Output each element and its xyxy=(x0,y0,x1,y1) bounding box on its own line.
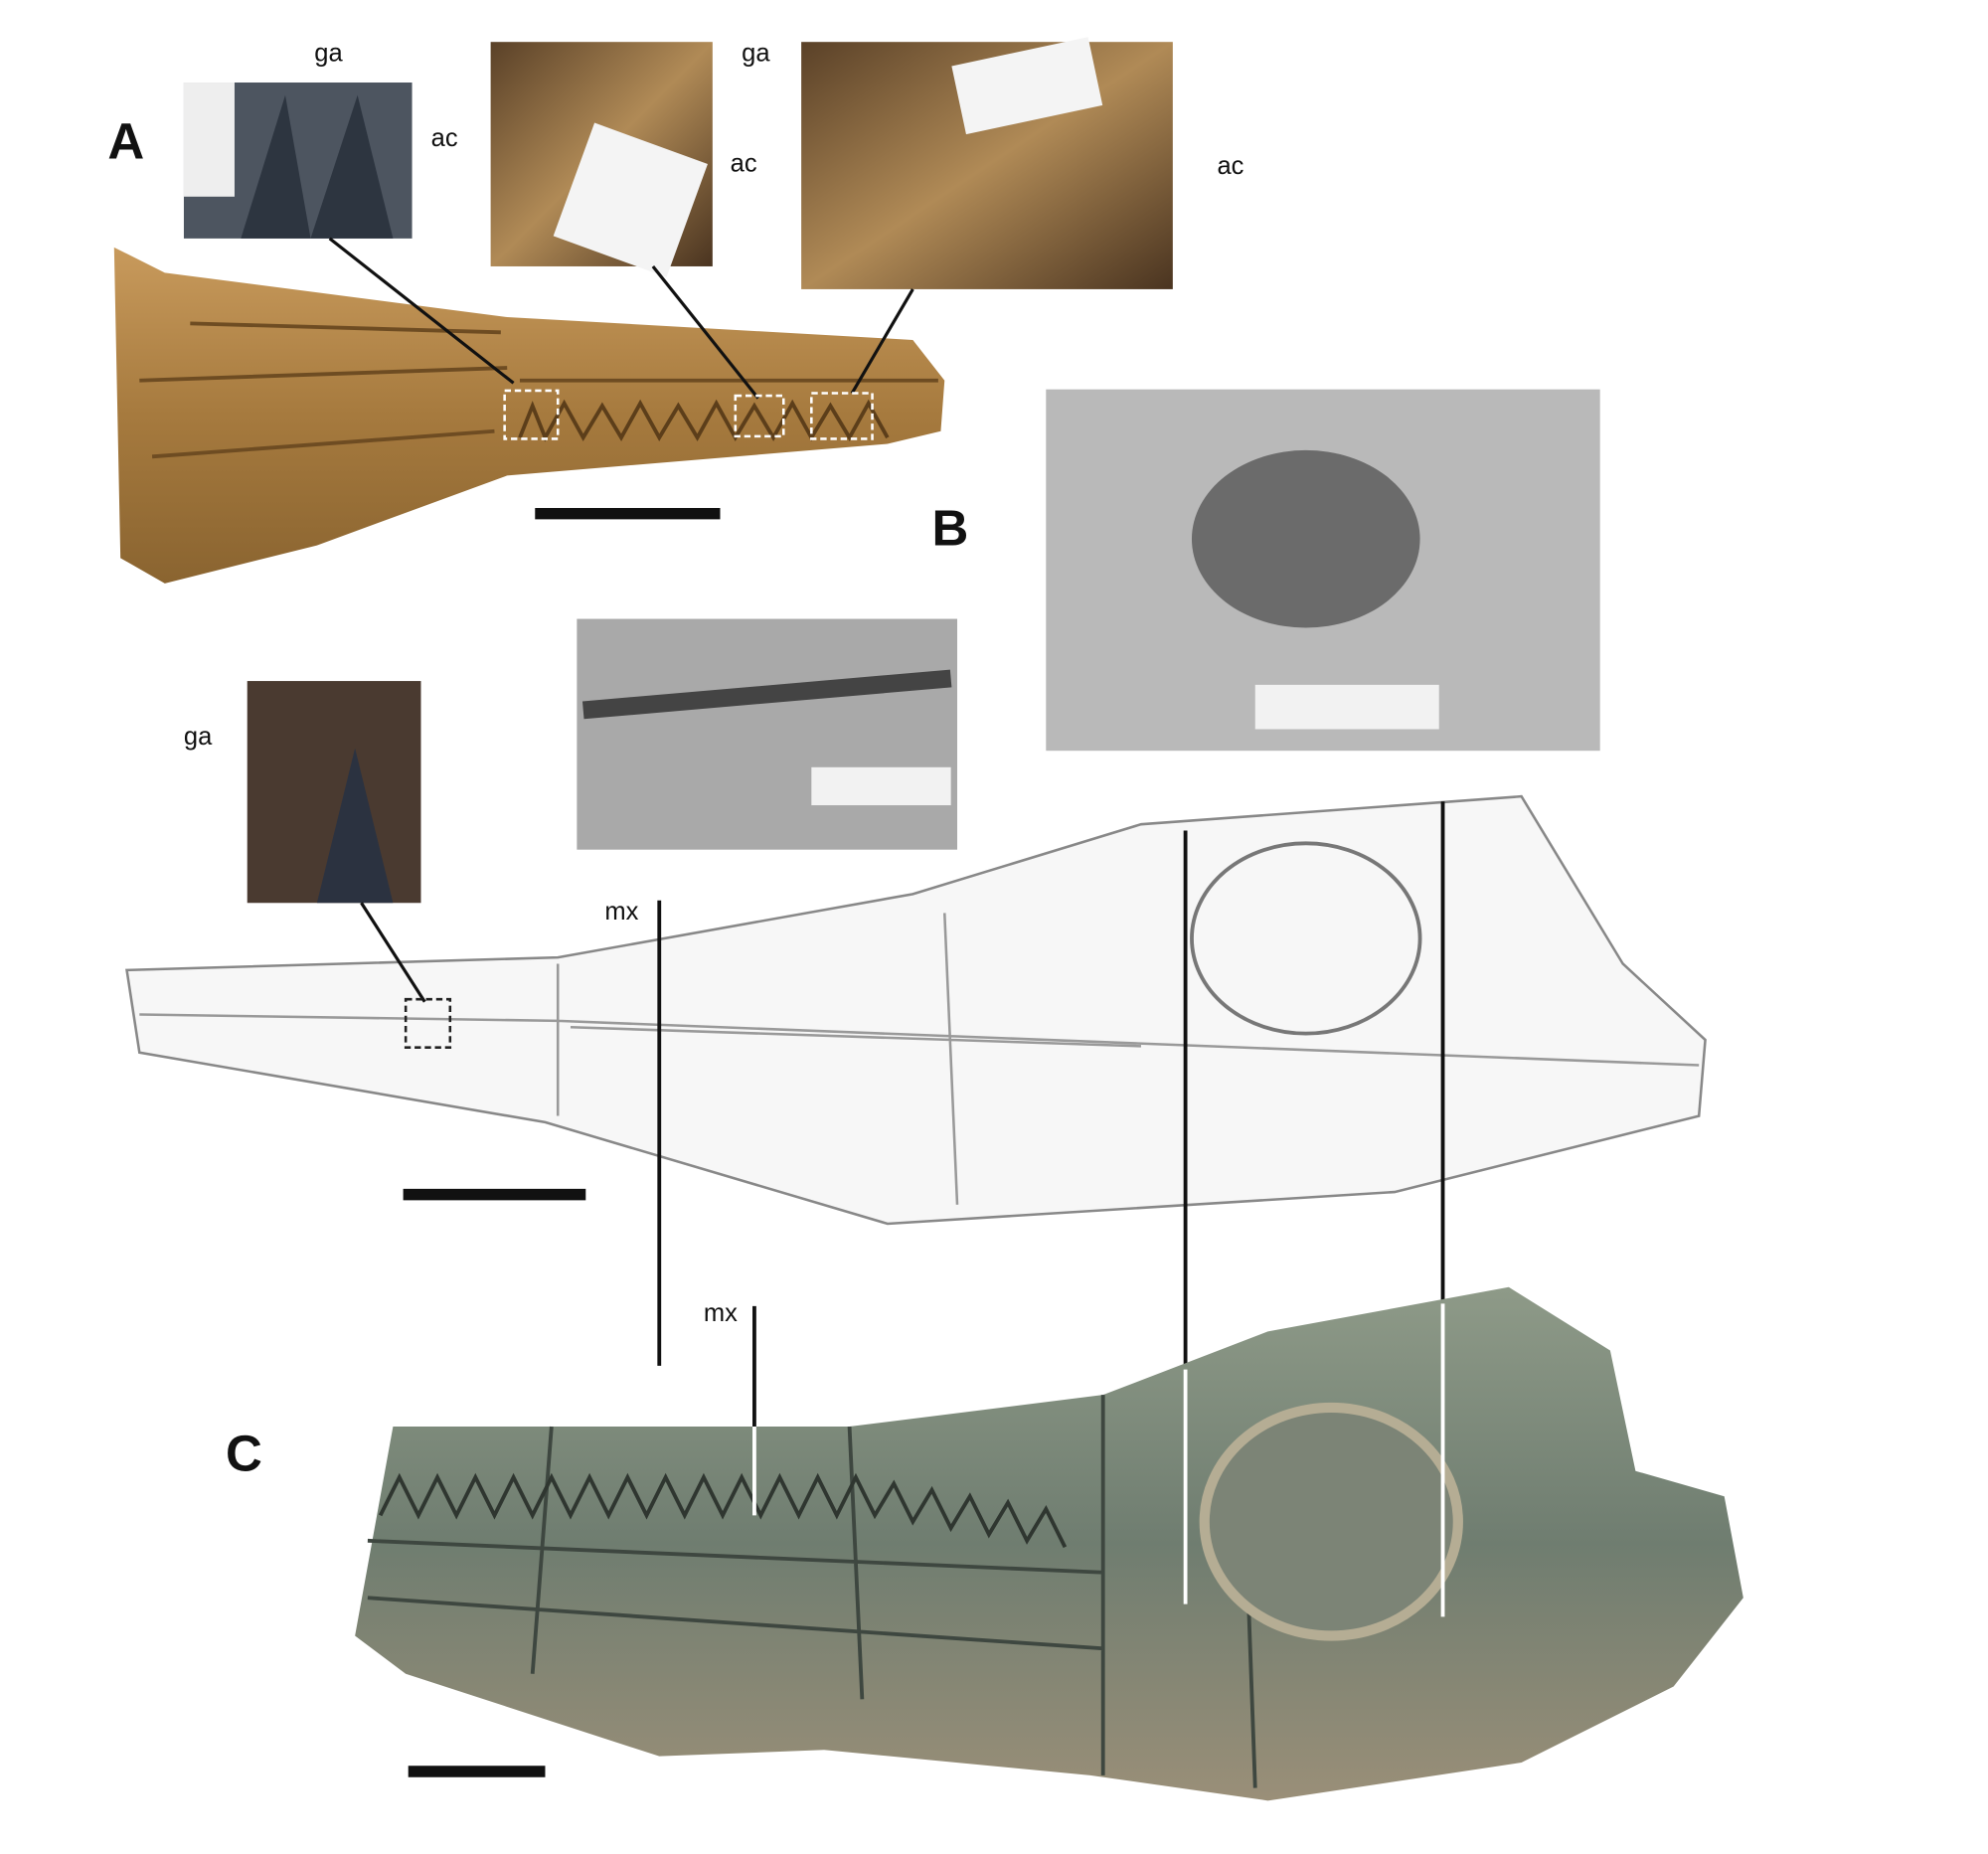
skull-drawing xyxy=(125,794,1707,1226)
fossil-c xyxy=(355,1286,1743,1801)
fossil-detail xyxy=(139,321,938,459)
panel-label: C xyxy=(226,1426,262,1482)
panel-c: C mx xyxy=(226,1286,1743,1801)
scale-card xyxy=(811,766,951,806)
teeth xyxy=(518,399,890,442)
orbit-drawing xyxy=(1190,841,1422,1036)
annotation: ga xyxy=(314,39,343,67)
scale-card xyxy=(1254,684,1439,730)
fossil-detail xyxy=(367,1395,1257,1788)
tooth-row xyxy=(581,669,952,720)
annotation: ac xyxy=(731,149,757,177)
panel-label: A xyxy=(107,113,144,170)
annotation: mx xyxy=(704,1299,738,1327)
callout-line xyxy=(850,288,914,395)
orbit xyxy=(1191,449,1420,628)
callout-line xyxy=(328,237,515,385)
annotation: ga xyxy=(742,39,770,67)
dashed-box xyxy=(404,997,452,1049)
callout-line xyxy=(651,264,760,400)
scale-card xyxy=(183,83,235,197)
scale-card xyxy=(553,122,708,277)
scale-card xyxy=(951,37,1103,135)
drawing-detail xyxy=(139,913,1700,1205)
annotation: ga xyxy=(184,723,213,751)
annotation: ac xyxy=(1217,152,1243,180)
dashed-box xyxy=(734,394,785,438)
panel-a: A ga ac ga ac ac xyxy=(107,37,1244,584)
dashed-box xyxy=(503,389,560,440)
orbit xyxy=(1199,1402,1463,1641)
tooth-photo xyxy=(241,94,394,239)
teeth xyxy=(378,1472,1068,1549)
annotation: mx xyxy=(604,898,638,926)
tooth-photo xyxy=(316,748,394,904)
annotation: ac xyxy=(431,124,458,152)
callout-line xyxy=(360,902,426,1003)
panel-label: B xyxy=(932,500,969,557)
dashed-box xyxy=(810,392,874,440)
panel-b: B ga mx xyxy=(125,389,1707,1370)
inset-photo xyxy=(577,618,958,850)
